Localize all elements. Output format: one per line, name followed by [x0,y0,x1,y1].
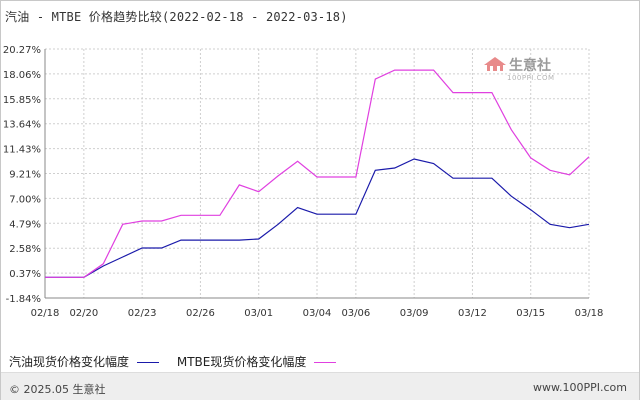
y-tick-label: 20.27% [3,45,41,56]
y-tick-label: 9.21% [9,170,41,181]
y-tick-label: 0.37% [9,269,41,280]
legend-label-mtbe: MTBE现货价格变化幅度 [176,355,307,369]
y-tick-label: 13.64% [3,120,41,131]
chart-plot: 20.27% 18.06% 15.85% 13.64% 11.43% 9.21% 7.00%… [3,45,604,319]
x-tick-label: 03/04 [303,308,332,319]
chart-title: 汽油 - MTBE 价格趋势比较(2022-02-18 - 2022-03-18… [5,10,348,24]
chart-legend: 汽油现货价格变化幅度 MTBE现货价格变化幅度 [9,353,350,370]
series-line-mtbe [45,69,590,278]
footer-site-link[interactable]: www.100PPI.com [533,381,627,394]
y-tick-label: -1.84% [6,294,41,305]
x-tick-label: 03/09 [400,308,429,319]
x-tick-label: 03/01 [244,308,273,319]
x-tick-label: 02/20 [69,308,98,319]
y-tick-label: 2.58% [9,244,41,255]
x-tick-label: 03/06 [341,308,370,319]
legend-swatch-mtbe [314,362,337,363]
house-logo-icon [484,57,506,71]
x-tick-label: 02/23 [128,308,157,319]
x-tick-label: 03/12 [458,308,487,319]
watermark-logo: 生意社 [483,55,551,75]
y-tick-label: 18.06% [3,70,41,81]
y-tick-label: 15.85% [3,95,41,106]
series-line-gasoline [45,158,590,278]
x-tick-label: 02/18 [31,308,60,319]
y-tick-label: 4.79% [9,219,41,230]
legend-label-gasoline: 汽油现货价格变化幅度 [9,355,130,369]
footer-bar: © 2025.05 生意社 www.100PPI.com [1,372,639,400]
footer-copyright: © 2025.05 生意社 [9,383,106,396]
x-tick-label: 03/15 [516,308,545,319]
legend-swatch-gasoline [137,362,160,363]
watermark-brand: 生意社 [509,58,551,74]
legend-item-mtbe: MTBE现货价格变化幅度 [177,353,337,370]
legend-item-gasoline: 汽油现货价格变化幅度 [9,353,160,370]
x-tick-label: 03/18 [575,308,604,319]
y-tick-label: 7.00% [9,194,41,205]
x-tick-label: 02/26 [186,308,215,319]
y-tick-label: 11.43% [3,145,41,156]
